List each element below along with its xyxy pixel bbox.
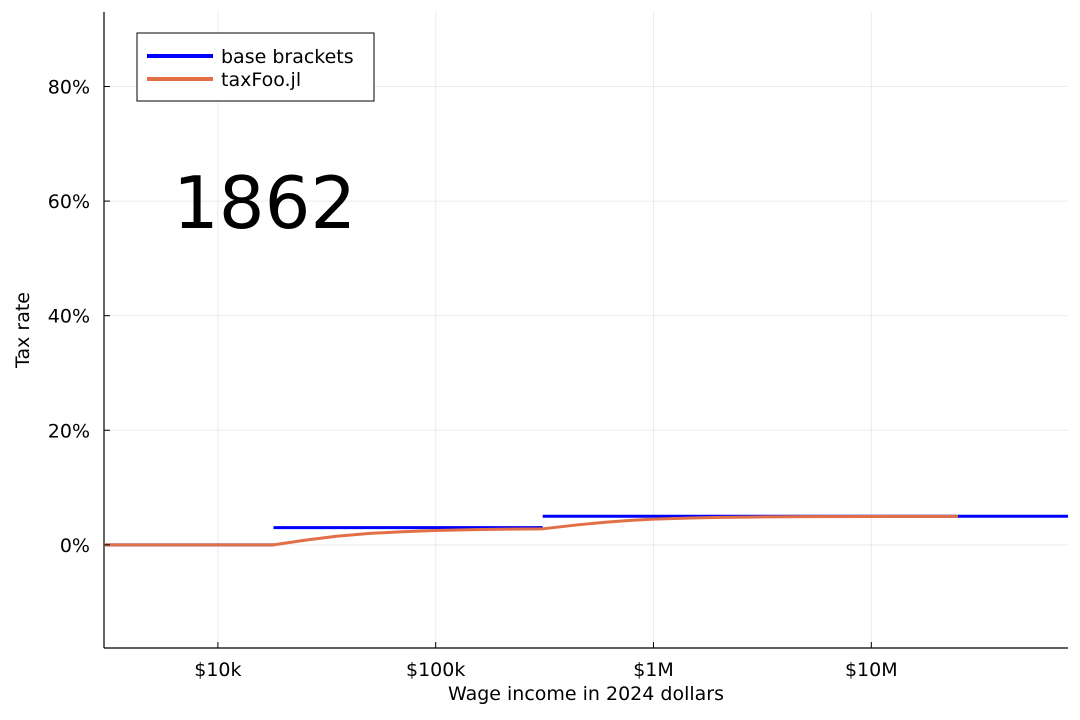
legend-box bbox=[136, 32, 375, 102]
y-tick-label: 60% bbox=[48, 191, 90, 213]
y-tick-label: 80% bbox=[48, 76, 90, 98]
x-axis-label: Wage income in 2024 dollars bbox=[448, 683, 724, 705]
x-tick-label: $100k bbox=[406, 659, 465, 681]
y-tick-label: 0% bbox=[60, 535, 90, 557]
ticks-layer: $10k $100k $1M $10M 0% 20% 40% 60% 80% bbox=[48, 76, 898, 681]
x-tick-label: $10M bbox=[845, 659, 898, 681]
year-annotation: 1862 bbox=[173, 161, 356, 245]
legend-label-base-brackets: base brackets bbox=[221, 46, 354, 68]
y-axis-label: Tax rate bbox=[12, 292, 34, 369]
x-tick-label: $1M bbox=[633, 659, 674, 681]
legend-label-taxfoo: taxFoo.jl bbox=[221, 69, 301, 91]
x-tick-label: $10k bbox=[194, 659, 241, 681]
legend: base brackets taxFoo.jl bbox=[136, 32, 375, 102]
y-tick-label: 20% bbox=[48, 420, 90, 442]
series-layer bbox=[104, 514, 1068, 547]
series-line-taxfoo-jl-0 bbox=[104, 514, 958, 547]
y-tick-label: 40% bbox=[48, 306, 90, 328]
plot-frame bbox=[103, 12, 1068, 649]
grid bbox=[104, 12, 1068, 648]
